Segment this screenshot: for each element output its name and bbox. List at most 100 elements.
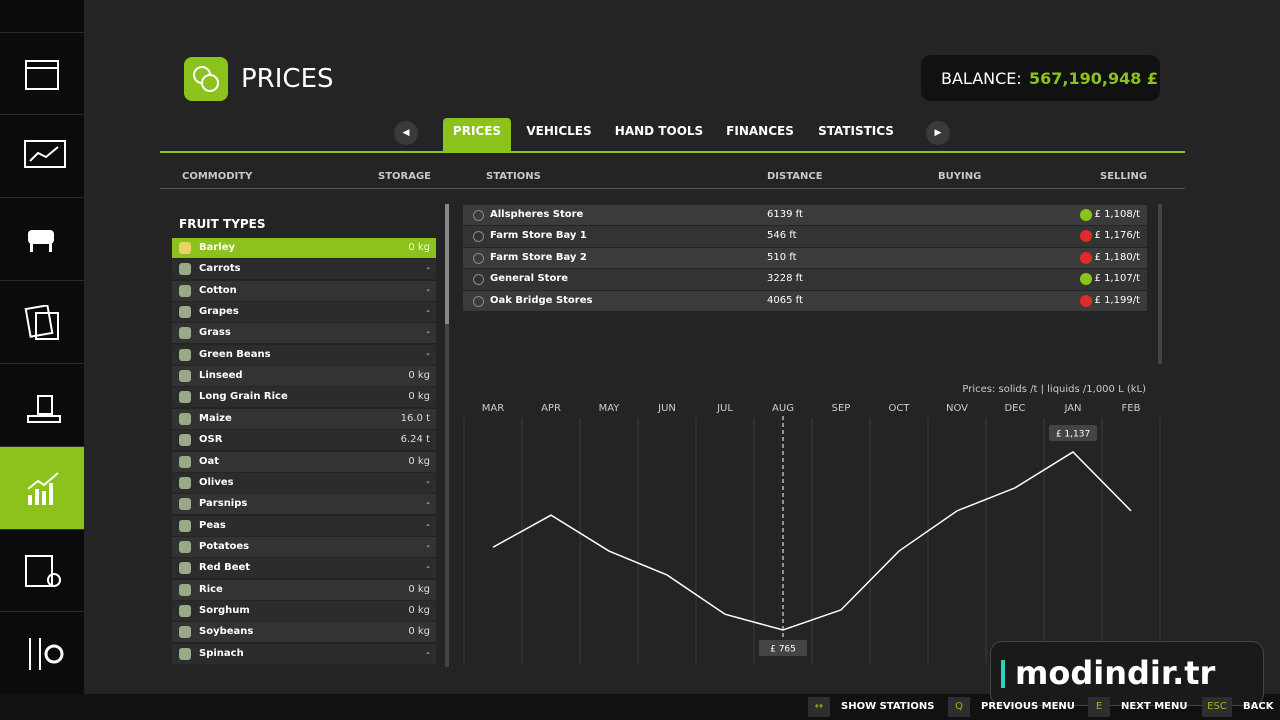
distance: 4065 ft	[767, 294, 803, 306]
station-icon	[473, 210, 484, 221]
row-icon	[179, 412, 191, 425]
key-hint[interactable]: E	[1088, 697, 1110, 717]
page-icon	[184, 57, 228, 101]
station-row[interactable]: Farm Store Bay 1 546 ft £ 1,176/t	[463, 226, 1147, 247]
station-name: General Store	[490, 273, 569, 285]
distance: 6139 ft	[767, 209, 803, 220]
page-title: PRICES	[241, 64, 334, 94]
list-row[interactable]: Grapes -	[172, 302, 436, 323]
list-row[interactable]: Carrots -	[172, 259, 436, 280]
list-row[interactable]: Red Beet -	[172, 558, 436, 579]
list-row[interactable]: Olives -	[172, 472, 436, 493]
storage: 0 kg	[408, 583, 430, 595]
watermark-box: modindir.tr	[990, 641, 1264, 706]
list-row[interactable]: OSR 6.24 t	[172, 430, 436, 451]
trend-icon	[1080, 294, 1092, 307]
list-row[interactable]: Potatoes -	[172, 536, 436, 557]
list-row[interactable]: Parsnips -	[172, 494, 436, 515]
scrollbar[interactable]	[445, 204, 449, 667]
commodity-name: Red Beet	[199, 562, 251, 574]
list-row[interactable]: Sorghum 0 kg	[172, 600, 436, 621]
list-row[interactable]: Spinach -	[172, 643, 436, 664]
station-row[interactable]: Oak Bridge Stores 4065 ft £ 1,199/t	[463, 290, 1147, 311]
station-icon	[473, 231, 484, 243]
list-row[interactable]: Maize 16.0 t	[172, 408, 436, 429]
list-row[interactable]: Linseed 0 kg	[172, 366, 436, 387]
key-hint[interactable]: Q	[948, 697, 970, 717]
price: £ 1,176/t	[1094, 230, 1140, 242]
tab[interactable]: HAND TOOLS	[614, 124, 704, 138]
storage: 0 kg	[408, 626, 430, 638]
watermark-bar	[1001, 660, 1005, 688]
column-header: STORAGE	[378, 171, 432, 182]
list-row[interactable]: Green Beans -	[172, 344, 436, 365]
distance: 510 ft	[767, 251, 797, 263]
list-row-active[interactable]: Barley 0 kg	[172, 238, 436, 258]
x-tick-label: FEB	[1122, 403, 1141, 414]
storage: -	[426, 540, 430, 552]
tab[interactable]: STATISTICS	[818, 124, 894, 138]
key-label[interactable]: NEXT MENU	[1121, 701, 1188, 712]
icon	[24, 305, 59, 340]
station-row[interactable]: General Store 3228 ft £ 1,107/t	[463, 269, 1147, 290]
key-hint[interactable]: ↔	[808, 697, 830, 717]
commodity-name: Cotton	[199, 284, 237, 296]
commodity-name: Maize	[199, 412, 232, 424]
storage: 0 kg	[408, 604, 430, 616]
nav-item[interactable]	[0, 33, 84, 115]
tab-prev[interactable]: ◀	[394, 121, 418, 145]
nav-item[interactable]	[0, 0, 84, 33]
list-row[interactable]: Cotton -	[172, 280, 436, 301]
nav-item[interactable]	[0, 198, 84, 281]
nav-item[interactable]	[0, 612, 84, 695]
storage: -	[426, 476, 430, 488]
nav-item[interactable]	[0, 115, 84, 198]
x-tick-label: SEP	[832, 403, 851, 414]
row-icon	[179, 498, 191, 511]
tab-active[interactable]: PRICES	[443, 118, 511, 151]
list-row[interactable]: Long Grain Rice 0 kg	[172, 387, 436, 408]
fruit-list: FRUIT TYPES Barley 0 kg Carrots - Cotton - Gra…	[172, 204, 436, 667]
key-label[interactable]: BACK	[1243, 701, 1274, 712]
storage: -	[426, 647, 430, 659]
icon	[28, 230, 54, 252]
column-header: STATIONS	[486, 171, 541, 182]
key-hint[interactable]: ESC	[1202, 697, 1232, 717]
price: £ 1,180/t	[1094, 251, 1140, 263]
row-icon	[179, 263, 191, 276]
value-label-box	[1049, 425, 1097, 441]
key-label[interactable]: PREVIOUS MENU	[981, 701, 1075, 712]
x-tick-label: MAR	[482, 403, 504, 414]
distance: 3228 ft	[767, 273, 803, 285]
row-icon	[179, 306, 191, 319]
station-row[interactable]: Farm Store Bay 2 510 ft £ 1,180/t	[463, 247, 1147, 269]
icon	[193, 66, 219, 92]
x-tick-label: MAY	[599, 403, 621, 414]
commodity-name: OSR	[199, 434, 223, 446]
station-row[interactable]: Allspheres Store 6139 ft £ 1,108/t	[463, 205, 1147, 226]
list-row[interactable]: Rice 0 kg	[172, 579, 436, 600]
storage: -	[426, 498, 430, 510]
station-name: Farm Store Bay 2	[490, 251, 587, 263]
storage: -	[426, 562, 430, 574]
nav-item-active[interactable]	[0, 447, 84, 530]
row-icon	[179, 284, 191, 297]
distance: 546 ft	[767, 230, 797, 242]
tab-next[interactable]: ▶	[926, 121, 950, 145]
tab[interactable]: FINANCES	[726, 124, 794, 138]
trend-icon	[1080, 251, 1092, 264]
commodity-name: Sorghum	[199, 604, 250, 616]
list-row[interactable]: Peas -	[172, 515, 436, 536]
station-icon	[473, 295, 484, 307]
row-icon	[179, 647, 191, 660]
nav-item[interactable]	[0, 281, 84, 364]
list-row[interactable]: Soybeans 0 kg	[172, 622, 436, 643]
key-label[interactable]: SHOW STATIONS	[841, 701, 935, 712]
nav-item[interactable]	[0, 364, 84, 447]
list-row[interactable]: Oat 0 kg	[172, 451, 436, 472]
row-icon	[179, 604, 191, 617]
scrollbar[interactable]	[1158, 204, 1162, 364]
list-row[interactable]: Grass -	[172, 323, 436, 344]
nav-item[interactable]	[0, 530, 84, 612]
tab[interactable]: VEHICLES	[526, 124, 592, 138]
